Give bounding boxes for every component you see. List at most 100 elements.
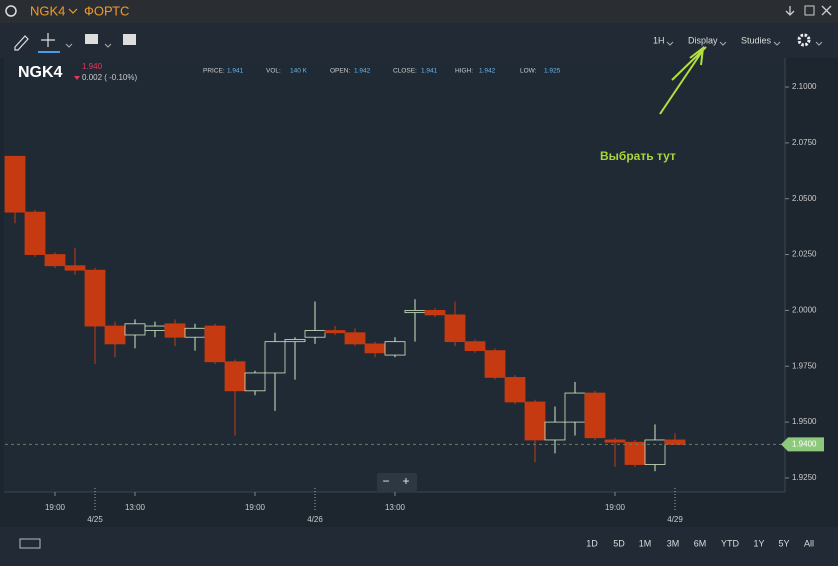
stat-value: 1.941: [421, 68, 438, 75]
candle-body: [344, 332, 366, 345]
candle-body: [304, 330, 326, 338]
candle-body: [24, 211, 46, 255]
y-tick-label: 2.0750: [792, 138, 817, 147]
candle-body: [444, 314, 466, 343]
interval-button[interactable]: 1H: [653, 35, 665, 45]
range-button[interactable]: 1M: [639, 538, 652, 548]
active-indicator: [38, 51, 60, 53]
table-tool[interactable]: [123, 34, 136, 45]
close-button[interactable]: [821, 5, 832, 16]
range-button[interactable]: 5D: [613, 538, 625, 548]
date-label: 4/26: [307, 515, 323, 524]
dropdown-arrows[interactable]: [65, 43, 112, 48]
draw-tool[interactable]: [14, 35, 29, 51]
range-button[interactable]: 5Y: [778, 538, 789, 548]
stat-value: 1.942: [479, 68, 496, 75]
window-exchange: ФОРТС: [84, 3, 129, 18]
stat-value: 1.942: [354, 68, 371, 75]
window-icon[interactable]: [5, 5, 17, 17]
x-tick-label: 19:00: [45, 503, 66, 512]
stat-label: VOL:: [266, 68, 281, 75]
download-button[interactable]: [785, 6, 795, 16]
stat-value: 1.925: [544, 68, 561, 75]
candle-body: [164, 323, 186, 338]
display-button[interactable]: Display: [688, 35, 718, 45]
candle-body: [384, 341, 406, 356]
header-symbol: NGK4: [18, 64, 63, 81]
window-symbol[interactable]: NGK4: [30, 3, 65, 18]
studies-button[interactable]: Studies: [741, 35, 772, 45]
y-tick-label: 2.0250: [792, 250, 817, 259]
candle-body: [324, 330, 346, 334]
keyboard-icon[interactable]: [19, 538, 41, 549]
down-arrow: [74, 76, 80, 80]
bottom-bar: [0, 527, 838, 566]
stat-value: 140 K: [290, 68, 308, 75]
title-bar: [0, 0, 838, 23]
zoom-control: [377, 473, 417, 491]
crosshair-tool[interactable]: [41, 33, 55, 47]
y-tick-label: 2.1000: [792, 82, 817, 91]
candle-body: [524, 401, 546, 441]
header-last: 1.940: [82, 62, 103, 71]
stat-value: 1.941: [227, 68, 244, 75]
comment-tool[interactable]: [85, 34, 98, 44]
plot-area: [4, 58, 785, 492]
candle-body: [504, 377, 526, 403]
candle-body: [644, 439, 666, 465]
range-button[interactable]: 3M: [667, 538, 680, 548]
candle-body: [464, 341, 486, 352]
x-tick-label: 19:00: [245, 503, 266, 512]
candle-body: [284, 339, 306, 343]
y-tick-label: 2.0000: [792, 306, 817, 315]
candle-body: [64, 265, 86, 271]
candle-body: [184, 327, 206, 338]
range-button[interactable]: YTD: [721, 538, 740, 548]
dropdown-arrows: [666, 41, 823, 46]
candle-body: [604, 439, 626, 443]
candle-body: [264, 341, 286, 374]
candle-body: [244, 372, 266, 392]
x-tick-label: 13:00: [125, 503, 146, 512]
candle-body: [424, 310, 446, 316]
candle-body: [204, 325, 226, 363]
y-tick-label: 1.9250: [792, 473, 817, 482]
x-tick-label: 19:00: [605, 503, 626, 512]
y-tick-label: 2.0500: [792, 194, 817, 203]
range-button[interactable]: 1D: [586, 538, 598, 548]
maximize-button[interactable]: [804, 5, 815, 16]
candle-body: [84, 269, 106, 327]
zoom-in[interactable]: +: [402, 474, 409, 488]
candle-body: [224, 361, 246, 392]
candle-body: [124, 323, 146, 336]
candle-body: [104, 325, 126, 345]
y-tick-label: 1.9750: [792, 361, 817, 370]
candle-body: [404, 310, 426, 314]
candle-body: [484, 350, 506, 378]
y-tick-label: 1.9500: [792, 417, 817, 426]
candle-body: [44, 254, 66, 267]
range-button[interactable]: All: [804, 538, 814, 548]
range-button[interactable]: 1Y: [753, 538, 764, 548]
candle-body: [144, 325, 166, 331]
arrow: [659, 45, 707, 115]
candle-body: [364, 343, 386, 354]
candle-body: [624, 441, 646, 465]
symbol-dropdown[interactable]: [68, 8, 78, 14]
annotation: Выбрать тут: [600, 149, 676, 163]
zoom-out[interactable]: −: [382, 474, 389, 488]
current-price-label: 1.9400: [792, 440, 817, 449]
range-button[interactable]: 6M: [694, 538, 707, 548]
candle-body: [584, 392, 606, 439]
stat-label: CLOSE:: [393, 68, 417, 75]
stat-label: PRICE:: [203, 68, 225, 75]
candle-body: [544, 421, 566, 441]
candle-body: [4, 155, 26, 213]
settings-button[interactable]: [797, 33, 811, 47]
x-tick-label: 13:00: [385, 503, 406, 512]
date-label: 4/25: [87, 515, 103, 524]
stat-label: HIGH:: [455, 68, 473, 75]
header-change: 0.002 ( -0.10%): [82, 73, 137, 82]
